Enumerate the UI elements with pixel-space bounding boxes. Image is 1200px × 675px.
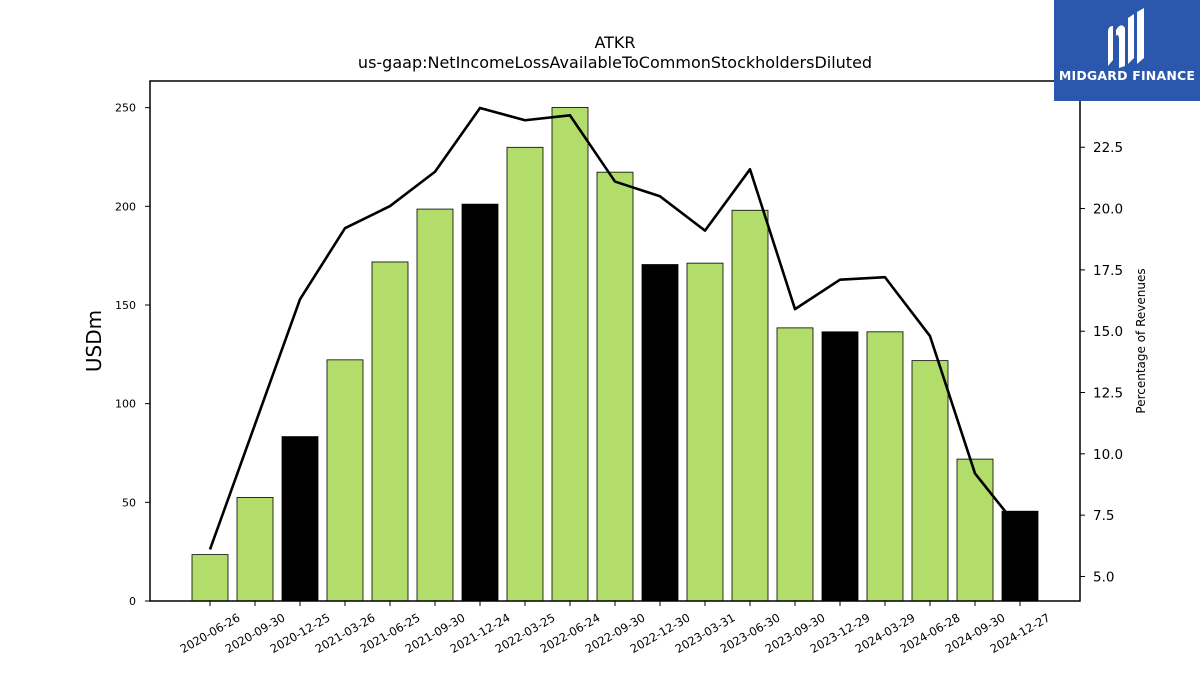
bar-2023-09-30 [776, 327, 814, 602]
y2-axis-ticks: 5.0 7.5 10.0 12.5 15.0 17.5 20.0 22.5 [1080, 140, 1123, 585]
y2-tick-label: 12.5 [1093, 386, 1123, 402]
bar-2024-12-27 [1001, 510, 1039, 602]
bar-2021-09-30 [416, 208, 454, 602]
bar-2022-03-25 [506, 146, 544, 602]
bar-2022-09-30 [596, 171, 634, 602]
bar-2020-12-25 [281, 436, 319, 602]
y-tick-label: 0 [129, 595, 136, 608]
y-tick-label: 250 [115, 102, 136, 115]
bar-2024-03-29 [866, 331, 904, 602]
y2-tick-label: 5.0 [1093, 569, 1114, 585]
y-tick-label: 150 [115, 299, 136, 312]
bar-2024-06-28 [911, 360, 949, 602]
y2-axis-label: Percentage of Revenues [1134, 268, 1148, 413]
line-group [208, 106, 1022, 550]
y-tick-label: 100 [115, 398, 136, 411]
bar-2023-12-29 [821, 331, 859, 602]
percentage-line [208, 106, 1022, 550]
logo-text: MIDGARD FINANCE [1058, 68, 1196, 83]
y2-tick-label: 22.5 [1093, 140, 1123, 156]
chart-title: ATKR [594, 33, 635, 52]
chart-subtitle: us-gaap:NetIncomeLossAvailableToCommonSt… [358, 53, 872, 72]
bar-2022-06-24 [551, 107, 589, 602]
y-tick-label: 50 [122, 496, 136, 509]
y2-tick-label: 17.5 [1093, 263, 1123, 279]
y2-tick-label: 7.5 [1093, 508, 1114, 524]
bar-2023-06-30 [731, 209, 769, 602]
bar-2023-03-31 [686, 262, 724, 602]
bar-2020-09-30 [236, 496, 274, 602]
bar-2021-06-25 [371, 261, 409, 602]
bar-2022-12-30 [641, 264, 679, 602]
y2-tick-label: 10.0 [1093, 447, 1123, 463]
bar-2021-12-24 [461, 203, 499, 602]
bar-2021-03-26 [326, 359, 364, 602]
bar-2020-06-26 [191, 554, 229, 602]
logo-mark-icon [1108, 8, 1144, 68]
y2-tick-label: 15.0 [1093, 324, 1123, 340]
y2-tick-label: 20.0 [1093, 202, 1123, 218]
y-axis-label: USDm [82, 310, 106, 372]
y-tick-label: 200 [115, 200, 136, 213]
bar-2024-09-30 [956, 458, 994, 602]
midgard-finance-logo: MIDGARD FINANCE [1054, 0, 1200, 101]
y-axis-ticks: 0 50 100 150 200 250 [115, 102, 150, 608]
x-axis-ticks: 2020-06-262020-09-302020-12-252021-03-26… [178, 601, 1053, 656]
bar-group [191, 107, 1039, 602]
